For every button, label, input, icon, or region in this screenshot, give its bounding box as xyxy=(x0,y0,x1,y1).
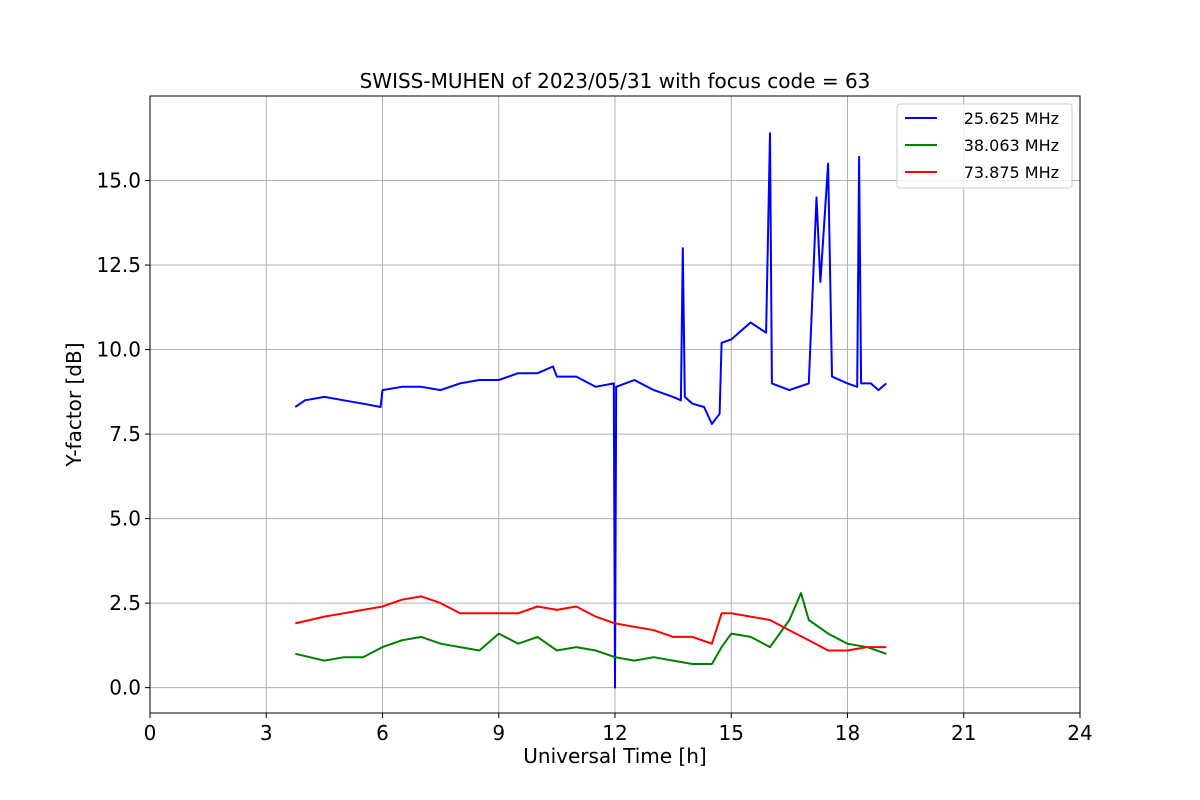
x-tick-label: 0 xyxy=(144,721,157,745)
series-line-3 xyxy=(295,595,887,652)
series-line-1 xyxy=(294,132,887,689)
x-tick-label: 18 xyxy=(835,721,860,745)
series-layer xyxy=(294,132,887,689)
y-tick-label: 5.0 xyxy=(109,507,141,531)
x-tick-label: 12 xyxy=(602,721,627,745)
y-tick-label: 10.0 xyxy=(96,338,141,362)
legend-label: 38.063 MHz xyxy=(964,136,1059,155)
y-tick-label: 0.0 xyxy=(109,676,141,700)
y-tick-label: 12.5 xyxy=(96,253,141,277)
y-tick-label: 15.0 xyxy=(96,169,141,193)
legend-label: 73.875 MHz xyxy=(964,163,1059,182)
x-tick-label: 6 xyxy=(376,721,389,745)
legend-box xyxy=(896,103,1073,189)
x-tick-label: 21 xyxy=(951,721,976,745)
series-line-2 xyxy=(295,592,887,665)
legend: 25.625 MHz 38.063 MHz 73.875 MHz xyxy=(896,103,1073,189)
y-tick-label: 7.5 xyxy=(109,422,141,446)
ticks: 0 3 6 9 12 15 18 21 24 0.0 2.5 5.0 7.5 10.0 12.5 15.0 xyxy=(96,169,1092,745)
legend-label: 25.625 MHz xyxy=(964,109,1059,128)
y-axis-label: Y-factor [dB] xyxy=(62,342,86,467)
x-tick-label: 24 xyxy=(1067,721,1092,745)
y-tick-label: 2.5 xyxy=(109,591,141,615)
chart-title: SWISS-MUHEN of 2023/05/31 with focus cod… xyxy=(360,69,871,93)
x-tick-label: 9 xyxy=(492,721,505,745)
x-tick-label: 3 xyxy=(260,721,273,745)
x-tick-label: 15 xyxy=(719,721,744,745)
x-axis-label: Universal Time [h] xyxy=(523,744,706,768)
